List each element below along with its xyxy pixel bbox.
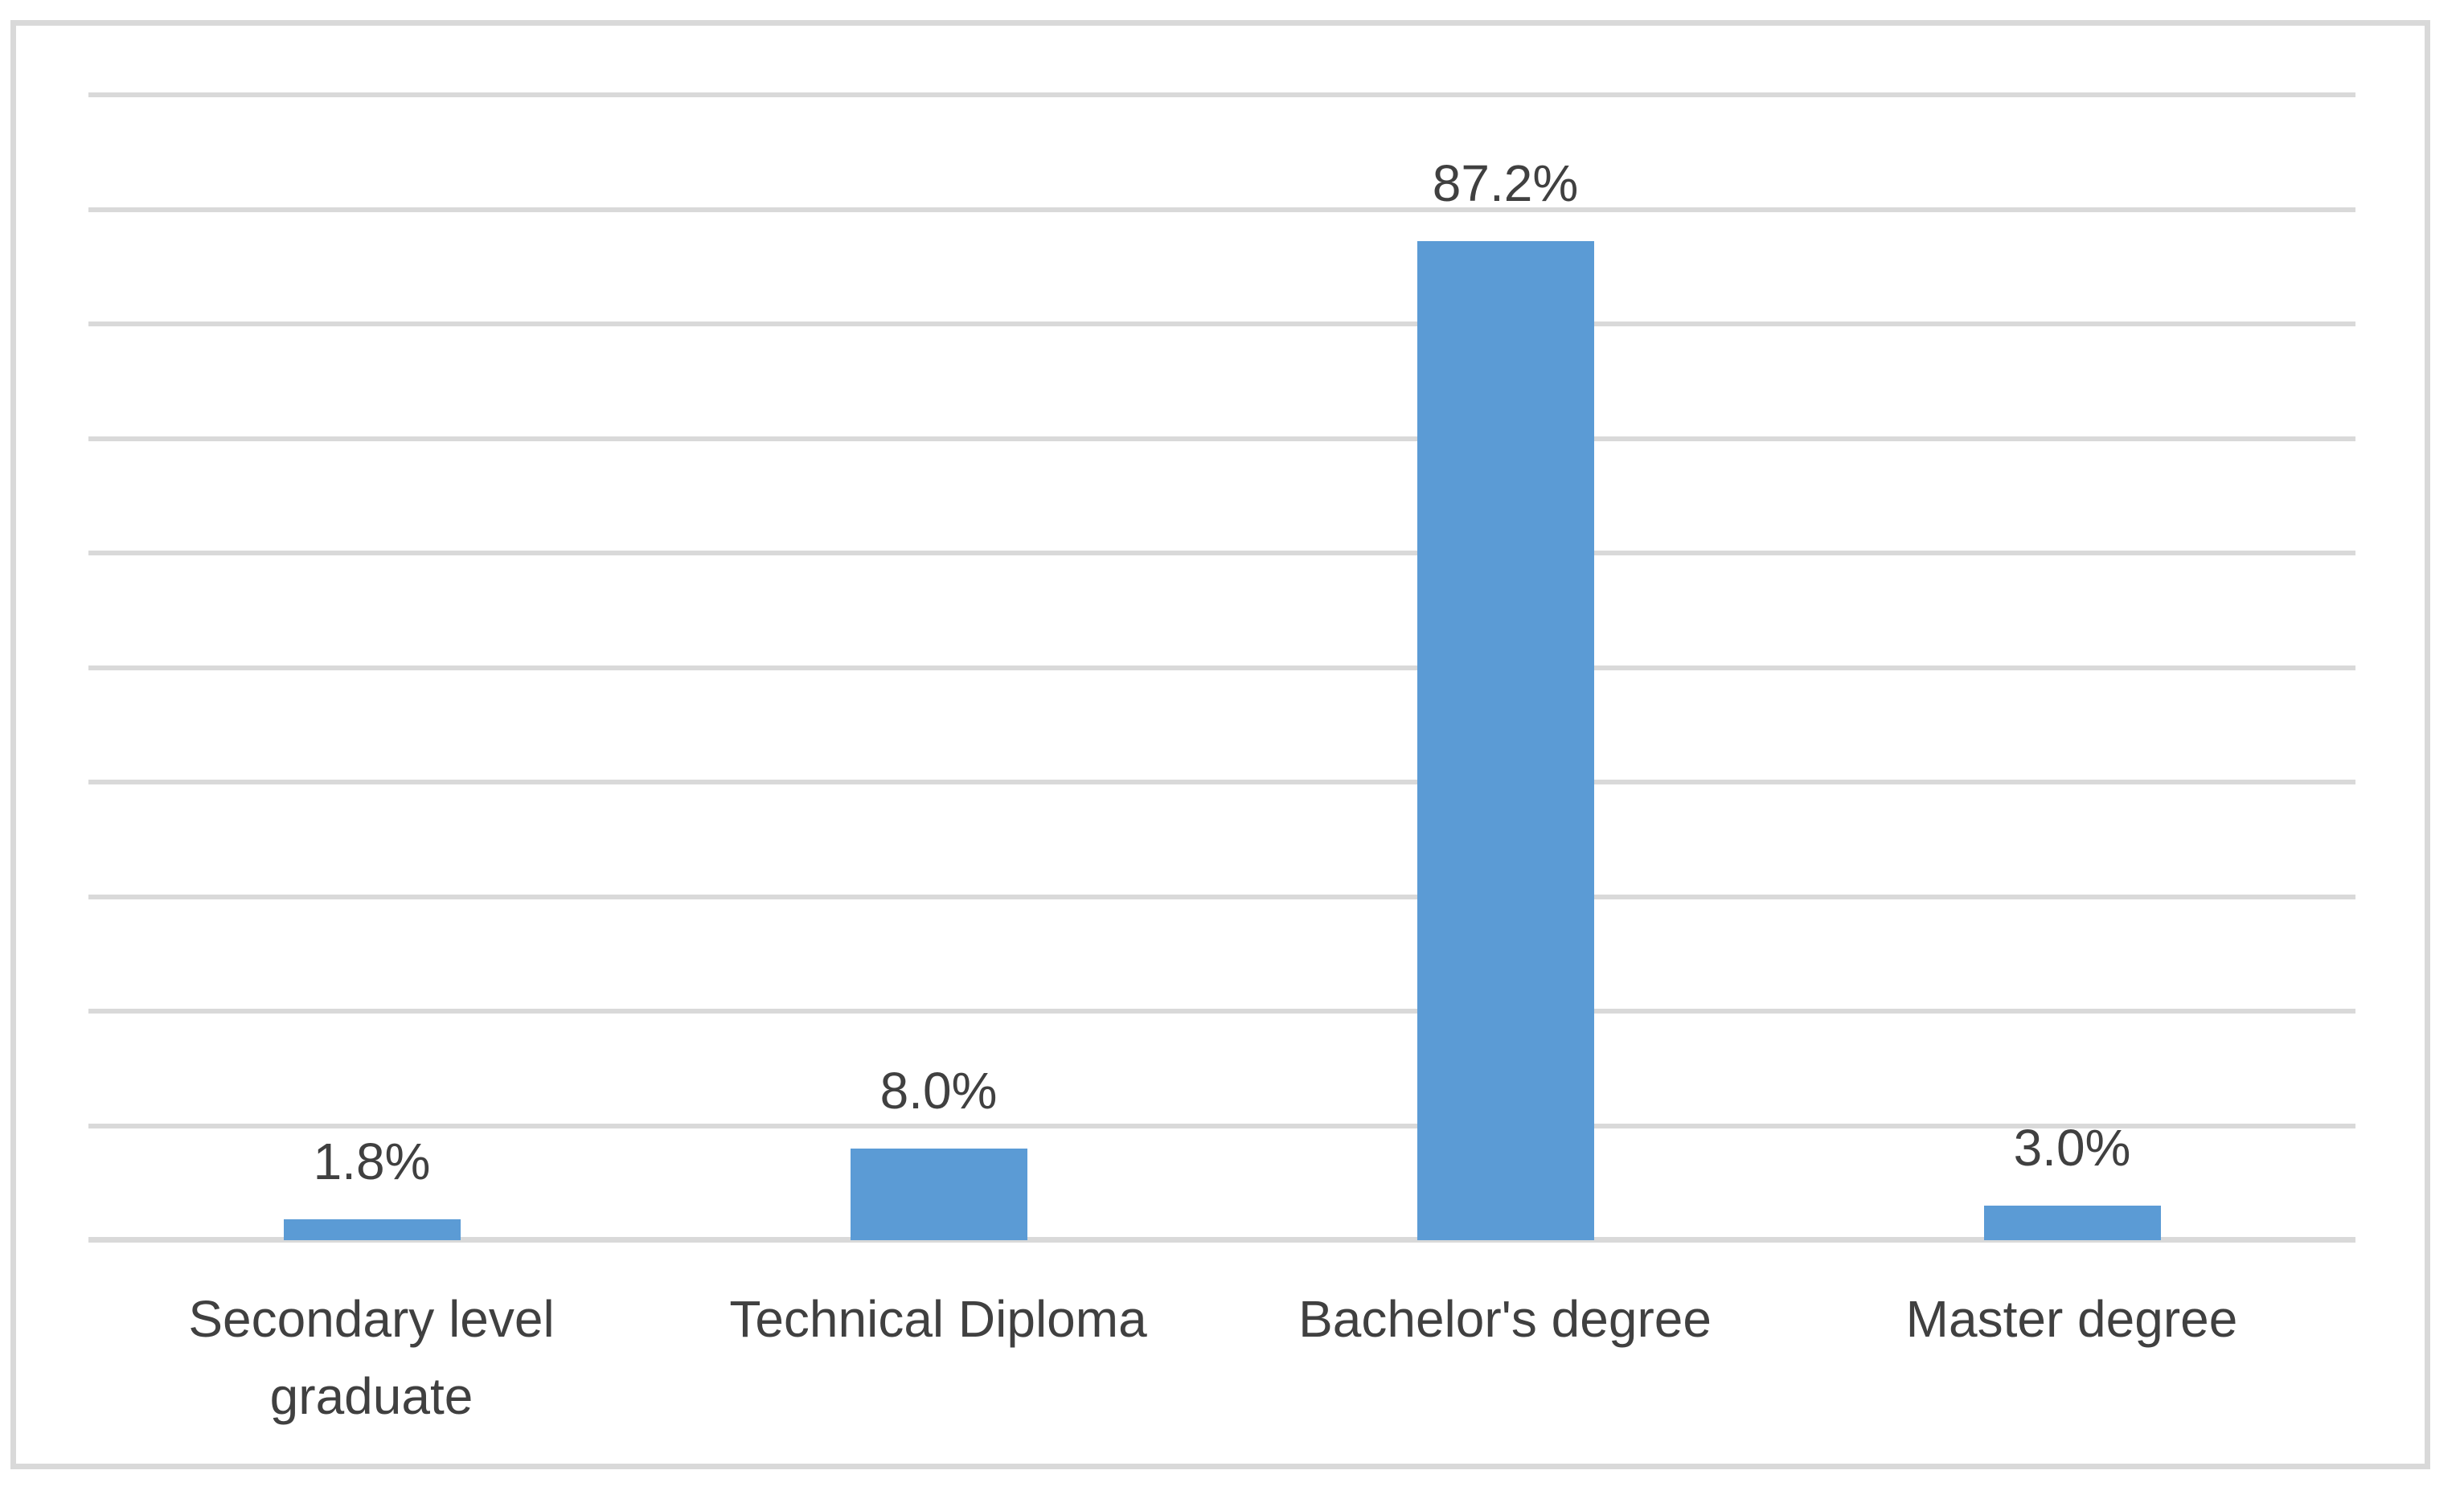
gridline — [88, 207, 2355, 212]
bar — [850, 1149, 1027, 1240]
bar-value-label: 1.8% — [313, 1132, 431, 1191]
bar-value-label: 87.2% — [1432, 154, 1579, 213]
gridline — [88, 665, 2355, 670]
gridline — [88, 1123, 2355, 1128]
gridline — [88, 780, 2355, 784]
category-label: Master degree — [1905, 1290, 2238, 1348]
gridline — [88, 1009, 2355, 1014]
bar — [1416, 241, 1594, 1240]
gridline — [88, 894, 2355, 899]
bar-value-label: 3.0% — [2013, 1119, 2131, 1177]
x-axis-line — [88, 1237, 2355, 1243]
gridline — [88, 92, 2355, 97]
gridline — [88, 322, 2355, 326]
category-label: Technical Diploma — [729, 1290, 1147, 1348]
category-label: Secondary level graduate — [188, 1290, 555, 1425]
bar-value-label: 8.0% — [879, 1062, 998, 1120]
bar — [1983, 1206, 2161, 1240]
category-slot: 1.8% Secondary level graduate — [88, 95, 655, 1425]
bar — [283, 1219, 461, 1240]
category-label: Bachelor's degree — [1298, 1290, 1712, 1348]
category-slot: 8.0% Technical Diploma — [655, 95, 1222, 1348]
gridline — [88, 551, 2355, 555]
category-slot: 87.2% Bachelor's degree — [1222, 95, 1789, 1348]
category-slot: 3.0% Master degree — [1789, 95, 2355, 1348]
plot-area: 1.8% Secondary level graduate 8.0% Technica… — [88, 92, 2355, 1425]
gridline — [88, 436, 2355, 441]
